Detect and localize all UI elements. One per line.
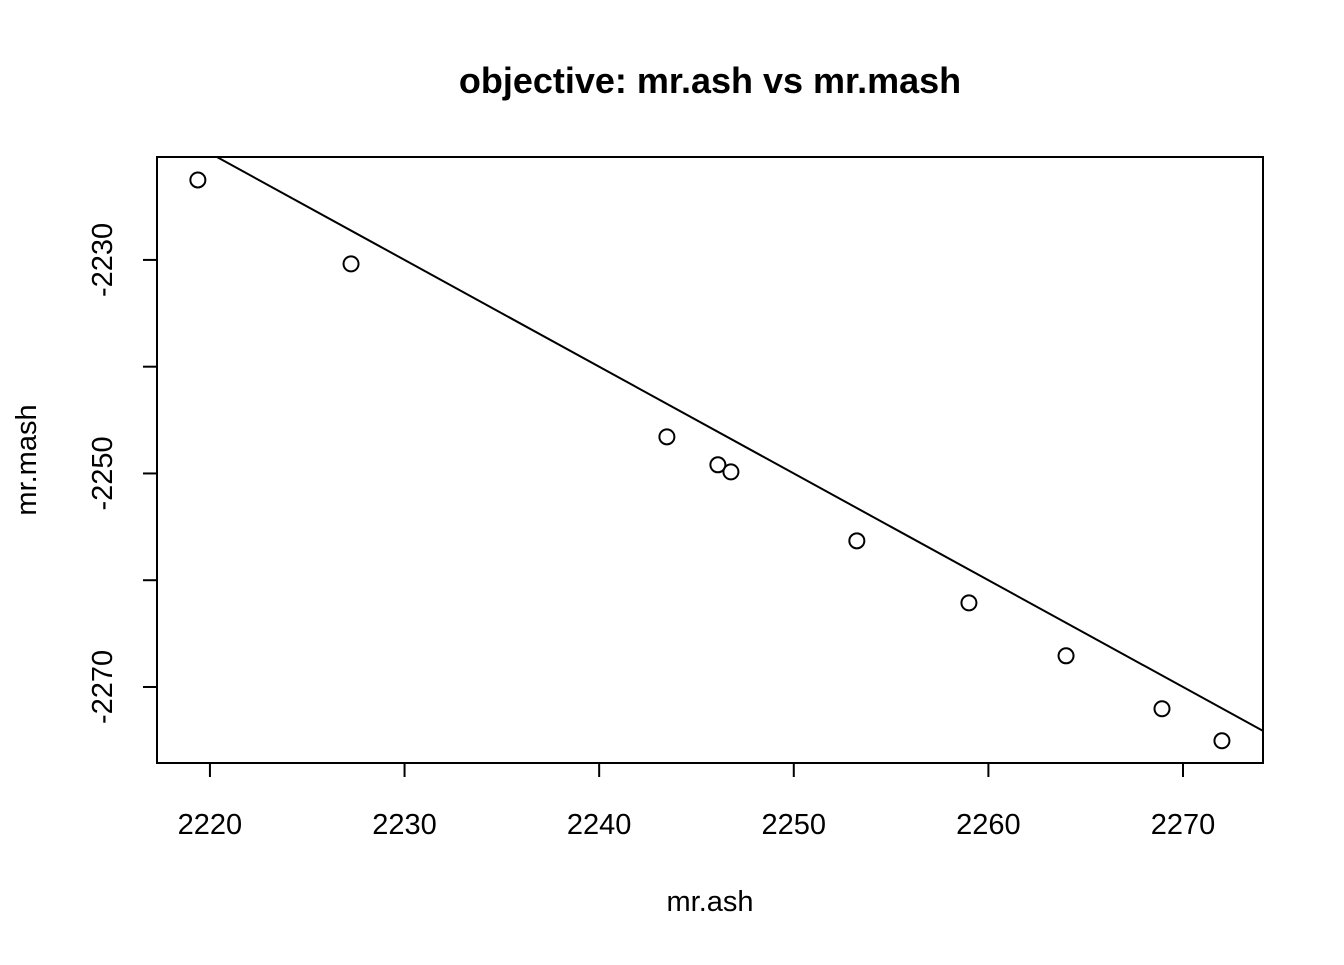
data-point (1153, 700, 1171, 718)
reference-line (214, 157, 1263, 732)
data-point (1213, 732, 1231, 750)
data-point (722, 463, 740, 481)
x-axis-label: mr.ash (666, 886, 753, 918)
x-tick-label: 2220 (178, 809, 243, 841)
x-tick-label: 2230 (372, 809, 437, 841)
x-tick-label: 2260 (956, 809, 1021, 841)
data-point (342, 255, 360, 273)
y-tick-label: -2230 (87, 223, 119, 297)
plot-frame (156, 156, 1264, 764)
x-tick-label: 2250 (762, 809, 827, 841)
y-tick-label: -2250 (87, 436, 119, 510)
x-tick-label: 2270 (1151, 809, 1216, 841)
data-point (189, 171, 207, 189)
chart-title: objective: mr.ash vs mr.mash (459, 60, 961, 101)
y-axis-label: mr.mash (11, 404, 43, 515)
y-tick-label: -2270 (87, 650, 119, 724)
data-point (1057, 647, 1075, 665)
x-tick-label: 2240 (567, 809, 632, 841)
data-point (848, 532, 866, 550)
data-point (658, 428, 676, 446)
data-point (960, 594, 978, 612)
data-point (709, 456, 727, 474)
